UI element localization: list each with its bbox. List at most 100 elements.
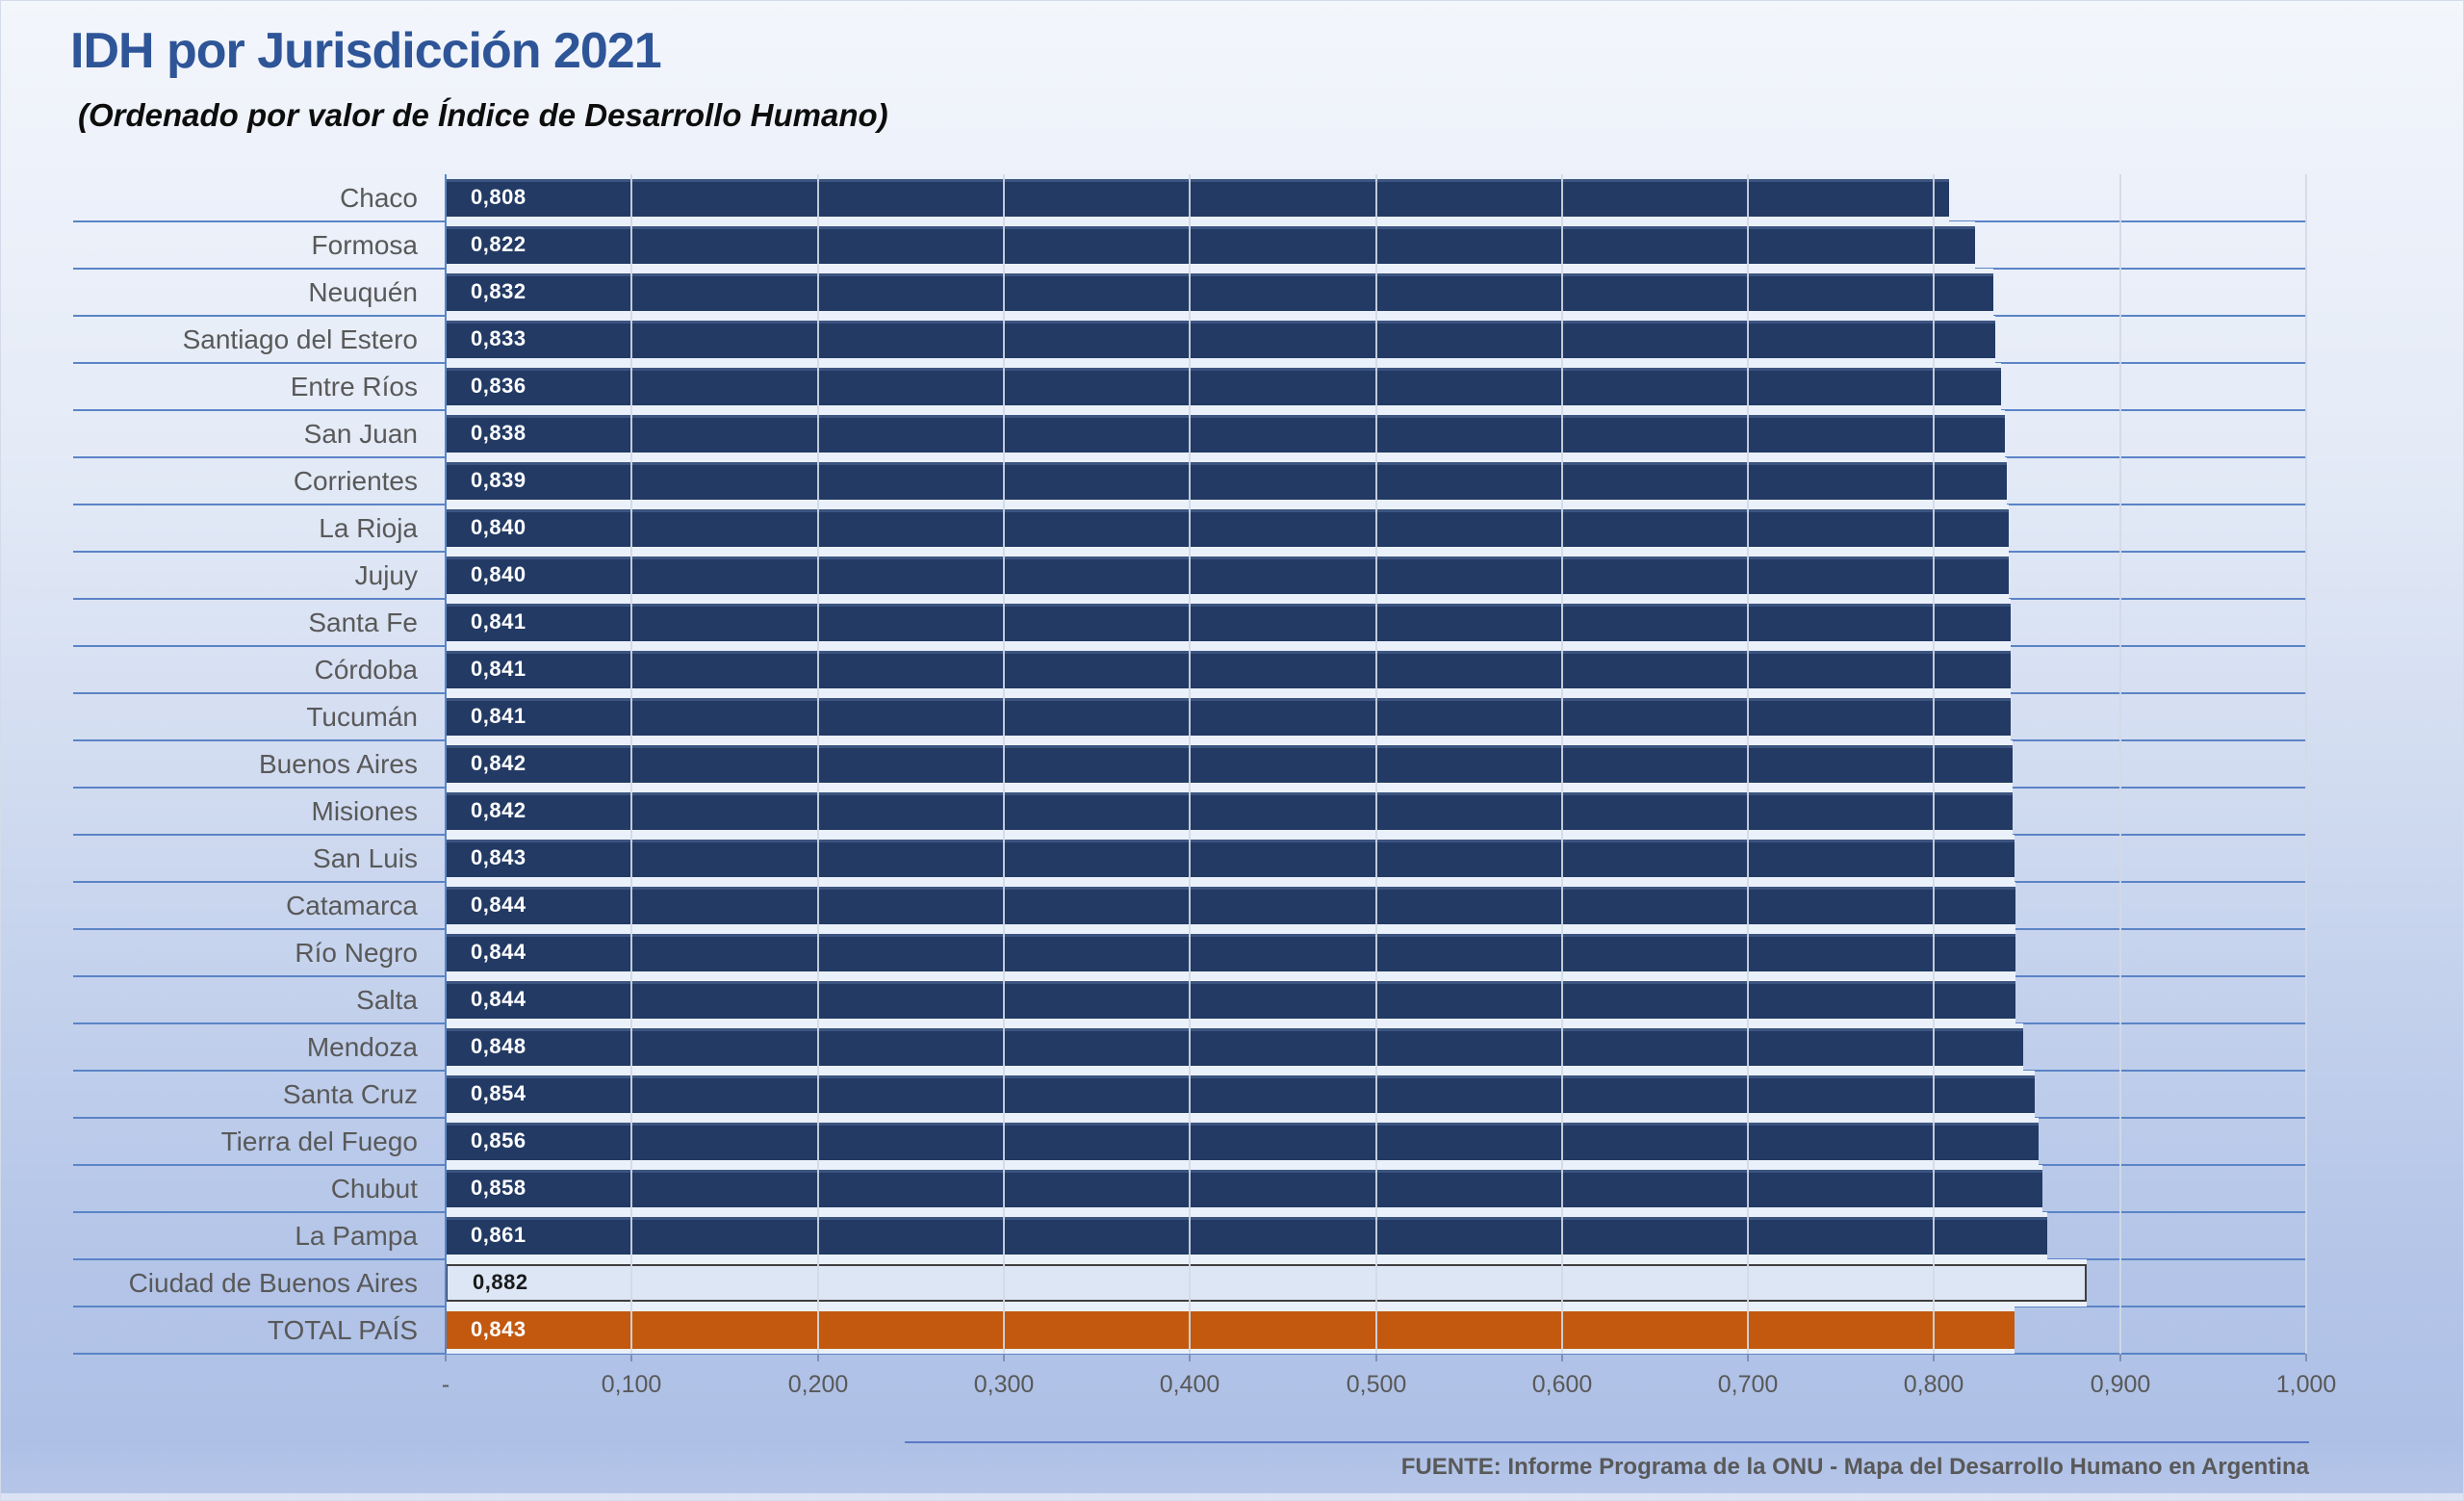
- category-label: Chubut: [330, 1174, 418, 1203]
- chart-row: Salta 0,844: [1, 976, 2463, 1024]
- axis-tick: [2119, 1354, 2121, 1361]
- category-label: Santa Fe: [308, 608, 418, 637]
- bar-halo: 0,848: [446, 1023, 2023, 1071]
- value-label: 0,841: [471, 609, 526, 634]
- value-label: 0,840: [471, 515, 526, 539]
- axis-tick: [445, 1354, 447, 1361]
- axis-tick: [1189, 1354, 1191, 1361]
- vertical-gridline: [1933, 174, 1935, 1354]
- axis-tick: [2305, 1354, 2307, 1361]
- value-bar: 0,840: [446, 509, 2009, 547]
- value-bar: 0,822: [446, 226, 1975, 264]
- category-label: Salta: [356, 985, 418, 1015]
- x-axis-tick-label: -: [441, 1371, 450, 1398]
- chart-subtitle: (Ordenado por valor de Índice de Desarro…: [78, 97, 888, 133]
- value-label: 0,832: [471, 279, 526, 303]
- chart-row: Mendoza 0,848: [1, 1023, 2463, 1072]
- category-label: San Luis: [313, 843, 418, 873]
- x-axis-tick-label: 0,900: [2090, 1371, 2151, 1398]
- chart-title: IDH por Jurisdicción 2021: [70, 23, 662, 79]
- chart-row: Misiones 0,842: [1, 788, 2463, 836]
- value-bar: 0,808: [446, 179, 1949, 217]
- chart-row: La Pampa 0,861: [1, 1212, 2463, 1260]
- bar-halo: 0,840: [446, 552, 2009, 599]
- value-label: 0,844: [471, 893, 526, 917]
- chart-row: Formosa 0,822: [1, 221, 2463, 270]
- x-axis-tick-label: 0,700: [1717, 1371, 1779, 1398]
- bar-halo: 0,854: [446, 1071, 2035, 1118]
- x-axis-tick-label: 0,300: [973, 1371, 1035, 1398]
- category-label: Misiones: [311, 796, 418, 826]
- chart-row: Tucumán 0,841: [1, 693, 2463, 741]
- x-axis-tick-label: 0,500: [1346, 1371, 1407, 1398]
- chart-row: La Rioja 0,840: [1, 505, 2463, 553]
- axis-tick: [1933, 1354, 1935, 1361]
- value-bar: 0,841: [446, 698, 2011, 736]
- bar-halo: 0,840: [446, 505, 2009, 552]
- value-bar: 0,854: [446, 1075, 2035, 1113]
- category-label: La Pampa: [295, 1221, 418, 1251]
- category-label: Córdoba: [314, 655, 418, 685]
- value-label: 0,838: [471, 421, 526, 445]
- value-bar: 0,843: [446, 1311, 2015, 1349]
- category-label: TOTAL PAÍS: [267, 1315, 418, 1345]
- value-bar: 0,832: [446, 273, 1993, 311]
- vertical-gridline: [2119, 174, 2121, 1354]
- category-label: Tierra del Fuego: [220, 1126, 418, 1156]
- bar-halo: 0,861: [446, 1212, 2047, 1259]
- chart-row: Santa Cruz 0,854: [1, 1071, 2463, 1119]
- category-label: Entre Ríos: [290, 372, 418, 401]
- category-label: Buenos Aires: [259, 749, 418, 779]
- category-label: Neuquén: [308, 277, 418, 307]
- category-label: Río Negro: [295, 938, 418, 968]
- category-label: Catamarca: [286, 891, 418, 920]
- value-label: 0,822: [471, 232, 526, 256]
- value-bar: 0,848: [446, 1028, 2023, 1066]
- axis-tick: [1003, 1354, 1005, 1361]
- vertical-gridline: [630, 174, 632, 1354]
- category-axis-line: [445, 174, 447, 1354]
- x-axis-tick-label: 0,200: [787, 1371, 849, 1398]
- category-label: Formosa: [311, 230, 418, 260]
- chart-row: Jujuy 0,840: [1, 552, 2463, 600]
- value-label: 0,843: [471, 1317, 526, 1341]
- chart-row: TOTAL PAÍS 0,843: [1, 1307, 2463, 1355]
- bar-halo: 0,842: [446, 740, 2013, 788]
- chart-row: Santiago del Estero 0,833: [1, 316, 2463, 364]
- value-label: 0,858: [471, 1176, 526, 1200]
- vertical-gridline: [1189, 174, 1191, 1354]
- value-label: 0,842: [471, 751, 526, 775]
- chart-row: Santa Fe 0,841: [1, 599, 2463, 647]
- chart-row: Corrientes 0,839: [1, 457, 2463, 505]
- x-axis-tick-label: 0,600: [1531, 1371, 1593, 1398]
- x-axis-tick-label: 1,000: [2275, 1371, 2337, 1398]
- bar-halo: 0,843: [446, 835, 2015, 882]
- axis-tick: [1747, 1354, 1749, 1361]
- value-label: 0,843: [471, 845, 526, 869]
- category-label: San Juan: [303, 419, 418, 449]
- category-label: Santiago del Estero: [182, 324, 418, 354]
- x-axis-tick-label: 0,800: [1903, 1371, 1964, 1398]
- chart-row: Entre Ríos 0,836: [1, 363, 2463, 411]
- category-label: La Rioja: [319, 513, 418, 543]
- value-bar: 0,858: [446, 1170, 2042, 1207]
- value-label: 0,854: [471, 1081, 526, 1105]
- window-bottom-edge: [1, 1493, 2463, 1500]
- value-bar: 0,844: [446, 981, 2015, 1019]
- chart-row: Ciudad de Buenos Aires 0,882: [1, 1259, 2463, 1307]
- bar-halo: 0,843: [446, 1307, 2015, 1354]
- value-bar: 0,839: [446, 462, 2007, 500]
- bar-halo: 0,838: [446, 410, 2005, 457]
- value-label: 0,856: [471, 1128, 526, 1152]
- value-label: 0,882: [473, 1270, 528, 1294]
- chart-row: Catamarca 0,844: [1, 882, 2463, 930]
- value-label: 0,836: [471, 374, 526, 398]
- vertical-gridline: [1003, 174, 1005, 1354]
- value-bar: 0,861: [446, 1217, 2047, 1255]
- value-label: 0,841: [471, 704, 526, 728]
- value-bar: 0,836: [446, 368, 2001, 405]
- category-label: Corrientes: [293, 466, 418, 496]
- value-label: 0,808: [471, 185, 526, 209]
